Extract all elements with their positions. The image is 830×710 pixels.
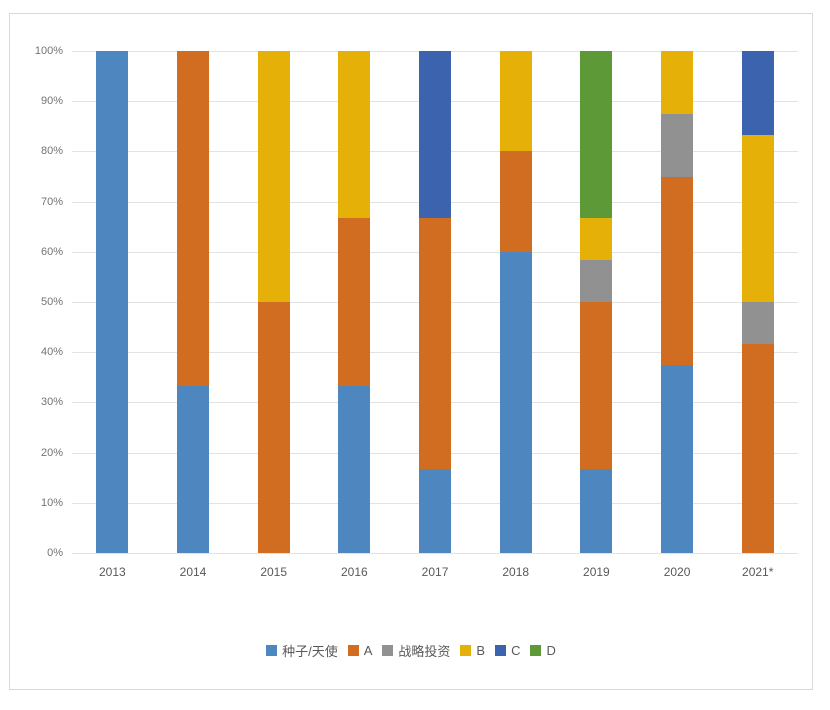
bar-slot [717, 51, 798, 553]
bar-segment-A [499, 151, 532, 252]
bar-segment-A [177, 51, 209, 386]
bars [72, 51, 798, 553]
y-axis-tick-label: 40% [40, 346, 63, 359]
bar-segment-种子/天使 [499, 251, 532, 553]
x-axis-label: 2017 [421, 565, 449, 579]
gridline [72, 553, 798, 554]
legend-swatch-icon [495, 645, 507, 656]
bar-slot [153, 51, 234, 553]
bar-segment-战略投资 [580, 260, 613, 303]
y-axis-tick-label: 50% [40, 296, 63, 308]
bar-2018 [499, 51, 532, 553]
y-axis-tick-label: 70% [40, 195, 63, 208]
bar-2013 [96, 51, 129, 553]
y-axis-tick-label: 60% [40, 245, 63, 258]
bar-slot [556, 51, 637, 553]
bar-segment-A [661, 176, 694, 365]
legend-item: 战略投资 [382, 641, 450, 660]
x-axis-label: 2014 [179, 565, 207, 579]
legend: 种子/天使 A 战略投资 B C D [10, 641, 812, 660]
legend-item: A [347, 643, 373, 658]
legend-label: D [546, 643, 556, 658]
legend-swatch-icon [347, 645, 359, 656]
x-axis-label: 2020 [663, 565, 691, 579]
legend-label: B [476, 643, 486, 658]
legend-item: B [460, 643, 485, 658]
y-axis-tick-label: 10% [40, 496, 63, 509]
legend-label: 种子/天使 [282, 644, 338, 659]
legend-label: A [363, 643, 373, 658]
legend-item: 种子/天使 [266, 641, 338, 660]
bar-segment-种子/天使 [419, 469, 452, 553]
legend-label: C [511, 643, 521, 658]
chart-frame: 100% 90% 80% 70% 60% 50% 40% 30% 20% 10% 0% 2013 20… [9, 13, 813, 690]
bar-2016 [338, 51, 371, 553]
bar-slot [395, 51, 476, 553]
bar-segment-种子/天使 [177, 385, 209, 553]
bar-2019 [580, 51, 613, 553]
bar-slot [314, 51, 395, 553]
x-axis-label: 2016 [341, 565, 368, 579]
x-axis: 2013 2014 2015 2016 2017 2018 2019 2020 2021* [72, 565, 798, 579]
bar-segment-种子/天使 [580, 469, 613, 553]
bar-2020 [661, 51, 694, 553]
y-axis-tick-label: 30% [40, 396, 63, 409]
bar-segment-A [338, 218, 371, 386]
bar-segment-B [580, 218, 613, 261]
bar-segment-B [338, 51, 371, 219]
bar-segment-B [499, 51, 532, 152]
legend-item: C [495, 643, 520, 658]
bar-segment-A [257, 302, 290, 553]
x-axis-label: 2018 [502, 565, 530, 579]
bar-slot [475, 51, 556, 553]
bar-2014 [177, 51, 209, 553]
legend-swatch-icon [266, 645, 278, 656]
x-axis-label: 2019 [583, 565, 610, 579]
bar-segment-种子/天使 [96, 51, 129, 553]
x-axis-label: 2021* [742, 565, 774, 579]
bar-segment-D [580, 51, 613, 219]
bar-segment-A [580, 302, 613, 470]
bar-segment-A [419, 218, 452, 470]
bar-segment-C [741, 51, 774, 135]
legend-swatch-icon [382, 645, 394, 656]
bar-segment-B [661, 51, 694, 114]
bar-segment-种子/天使 [661, 364, 694, 553]
legend-label: 战略投资 [398, 644, 451, 659]
y-axis: 100% 90% 80% 70% 60% 50% 40% 30% 20% 10% 0% [10, 45, 63, 559]
y-axis-tick-label: 0% [47, 547, 63, 559]
bar-2021 [741, 51, 774, 553]
bar-segment-种子/天使 [338, 385, 371, 553]
bar-2017 [419, 51, 452, 553]
legend-swatch-icon [530, 645, 542, 656]
y-axis-tick-label: 80% [40, 145, 63, 158]
plot-area [72, 51, 798, 554]
x-axis-label: 2015 [260, 565, 288, 579]
bar-slot [233, 51, 314, 553]
bar-segment-战略投资 [661, 113, 694, 177]
bar-segment-B [741, 134, 774, 303]
legend-item: D [530, 643, 556, 658]
bar-segment-A [741, 343, 774, 553]
y-axis-tick-label: 100% [34, 45, 63, 57]
bar-segment-C [419, 51, 452, 219]
x-axis-label: 2013 [98, 565, 126, 579]
bar-slot [72, 51, 153, 553]
y-axis-tick-label: 90% [40, 95, 63, 108]
legend-swatch-icon [460, 645, 472, 656]
bar-segment-B [257, 51, 290, 302]
y-axis-tick-label: 20% [40, 446, 63, 459]
bar-slot [637, 51, 718, 553]
bar-segment-战略投资 [741, 302, 774, 344]
bar-2015 [257, 51, 290, 553]
